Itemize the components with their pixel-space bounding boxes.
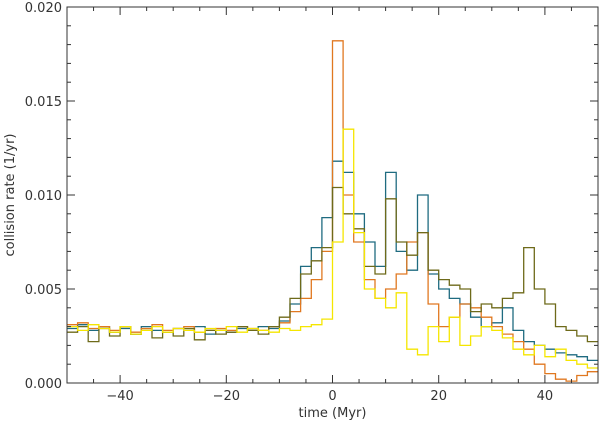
series-lines xyxy=(67,40,598,382)
series-line-3 xyxy=(67,186,598,343)
x-tick-label: −20 xyxy=(213,389,240,404)
x-axis-label: time (Myr) xyxy=(299,406,367,421)
x-tick-label: −40 xyxy=(106,389,133,404)
x-tick-label: 20 xyxy=(430,389,447,404)
x-tick-label: 40 xyxy=(537,389,554,404)
y-tick-label: 0.005 xyxy=(25,283,62,298)
y-tick-label: 0.010 xyxy=(25,189,62,204)
x-tick-label: 0 xyxy=(328,389,336,404)
tick-labels: −40 −20 0 20 40 0.000 0.005 0.010 0.015 0.020 xyxy=(25,1,553,404)
series-line-4 xyxy=(67,128,598,369)
y-tick-label: 0.015 xyxy=(25,95,62,110)
y-tick-label: 0.020 xyxy=(25,1,62,16)
y-axis-label: collision rate (1/yr) xyxy=(3,133,18,256)
axis-ticks xyxy=(66,6,599,384)
y-tick-label: 0.000 xyxy=(25,377,62,392)
series-line-2 xyxy=(67,40,598,382)
